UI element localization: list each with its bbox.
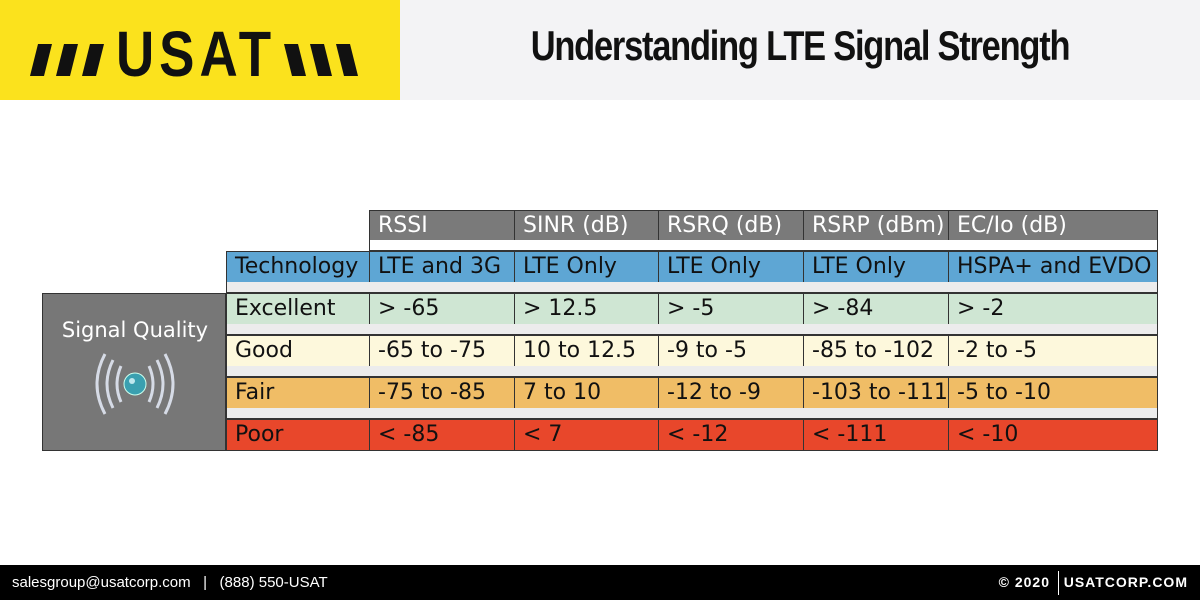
contact: salesgroup@usatcorp.com | (888) 550-USAT <box>12 574 328 591</box>
table-cell: < -85 <box>369 419 515 451</box>
table-cell: > -84 <box>803 293 949 325</box>
row-label: Excellent <box>226 293 370 325</box>
table-cell: -9 to -5 <box>658 335 804 367</box>
row-label: Technology <box>226 251 370 283</box>
table-cell: > -2 <box>948 293 1158 325</box>
separator <box>1058 571 1059 595</box>
side-panel: Signal Quality <box>42 293 226 451</box>
side-label: Signal Quality <box>61 318 209 342</box>
table-cell: -85 to -102 <box>803 335 949 367</box>
table-cell: -12 to -9 <box>658 377 804 409</box>
column-header: RSRP (dBm) <box>803 210 949 241</box>
table-cell: -65 to -75 <box>369 335 515 367</box>
row-label: Fair <box>226 377 370 409</box>
table-cell: LTE Only <box>514 251 659 283</box>
table-cell: > -65 <box>369 293 515 325</box>
row-gap <box>226 366 1158 377</box>
column-header: SINR (dB) <box>514 210 659 241</box>
logo-graphic: USAT <box>30 18 358 90</box>
table-cell: < -10 <box>948 419 1158 451</box>
table-cell: > 12.5 <box>514 293 659 325</box>
table-cell: LTE Only <box>803 251 949 283</box>
row-gap <box>226 408 1158 419</box>
table-cell: LTE Only <box>658 251 804 283</box>
column-header: RSSI <box>369 210 515 241</box>
table-cell: HSPA+ and EVDO <box>948 251 1158 283</box>
table-cell: < -111 <box>803 419 949 451</box>
row-gap <box>226 282 1158 293</box>
logo: USAT <box>0 0 400 100</box>
website: USATCORP.COM <box>1063 574 1188 590</box>
column-header: RSRQ (dB) <box>658 210 804 241</box>
row-label: Good <box>226 335 370 367</box>
table-cell: > -5 <box>658 293 804 325</box>
table-cell: 10 to 12.5 <box>514 335 659 367</box>
column-header: EC/Io (dB) <box>948 210 1158 241</box>
table-cell: -75 to -85 <box>369 377 515 409</box>
table-cell: -103 to -111 <box>803 377 949 409</box>
signal-icon <box>95 353 175 415</box>
row-gap <box>369 240 1158 251</box>
logo-text: USAT <box>116 18 276 90</box>
copyright: © 2020 <box>998 574 1050 590</box>
table-cell: < -12 <box>658 419 804 451</box>
table-cell: -5 to -10 <box>948 377 1158 409</box>
table-cell: -2 to -5 <box>948 335 1158 367</box>
table-cell: 7 to 10 <box>514 377 659 409</box>
row-gap <box>226 324 1158 335</box>
table-cell: LTE and 3G <box>369 251 515 283</box>
table-cell: < 7 <box>514 419 659 451</box>
page-title: Understanding LTE Signal Strength <box>530 22 1071 69</box>
row-label: Poor <box>226 419 370 451</box>
footer: salesgroup@usatcorp.com | (888) 550-USAT… <box>0 565 1200 600</box>
